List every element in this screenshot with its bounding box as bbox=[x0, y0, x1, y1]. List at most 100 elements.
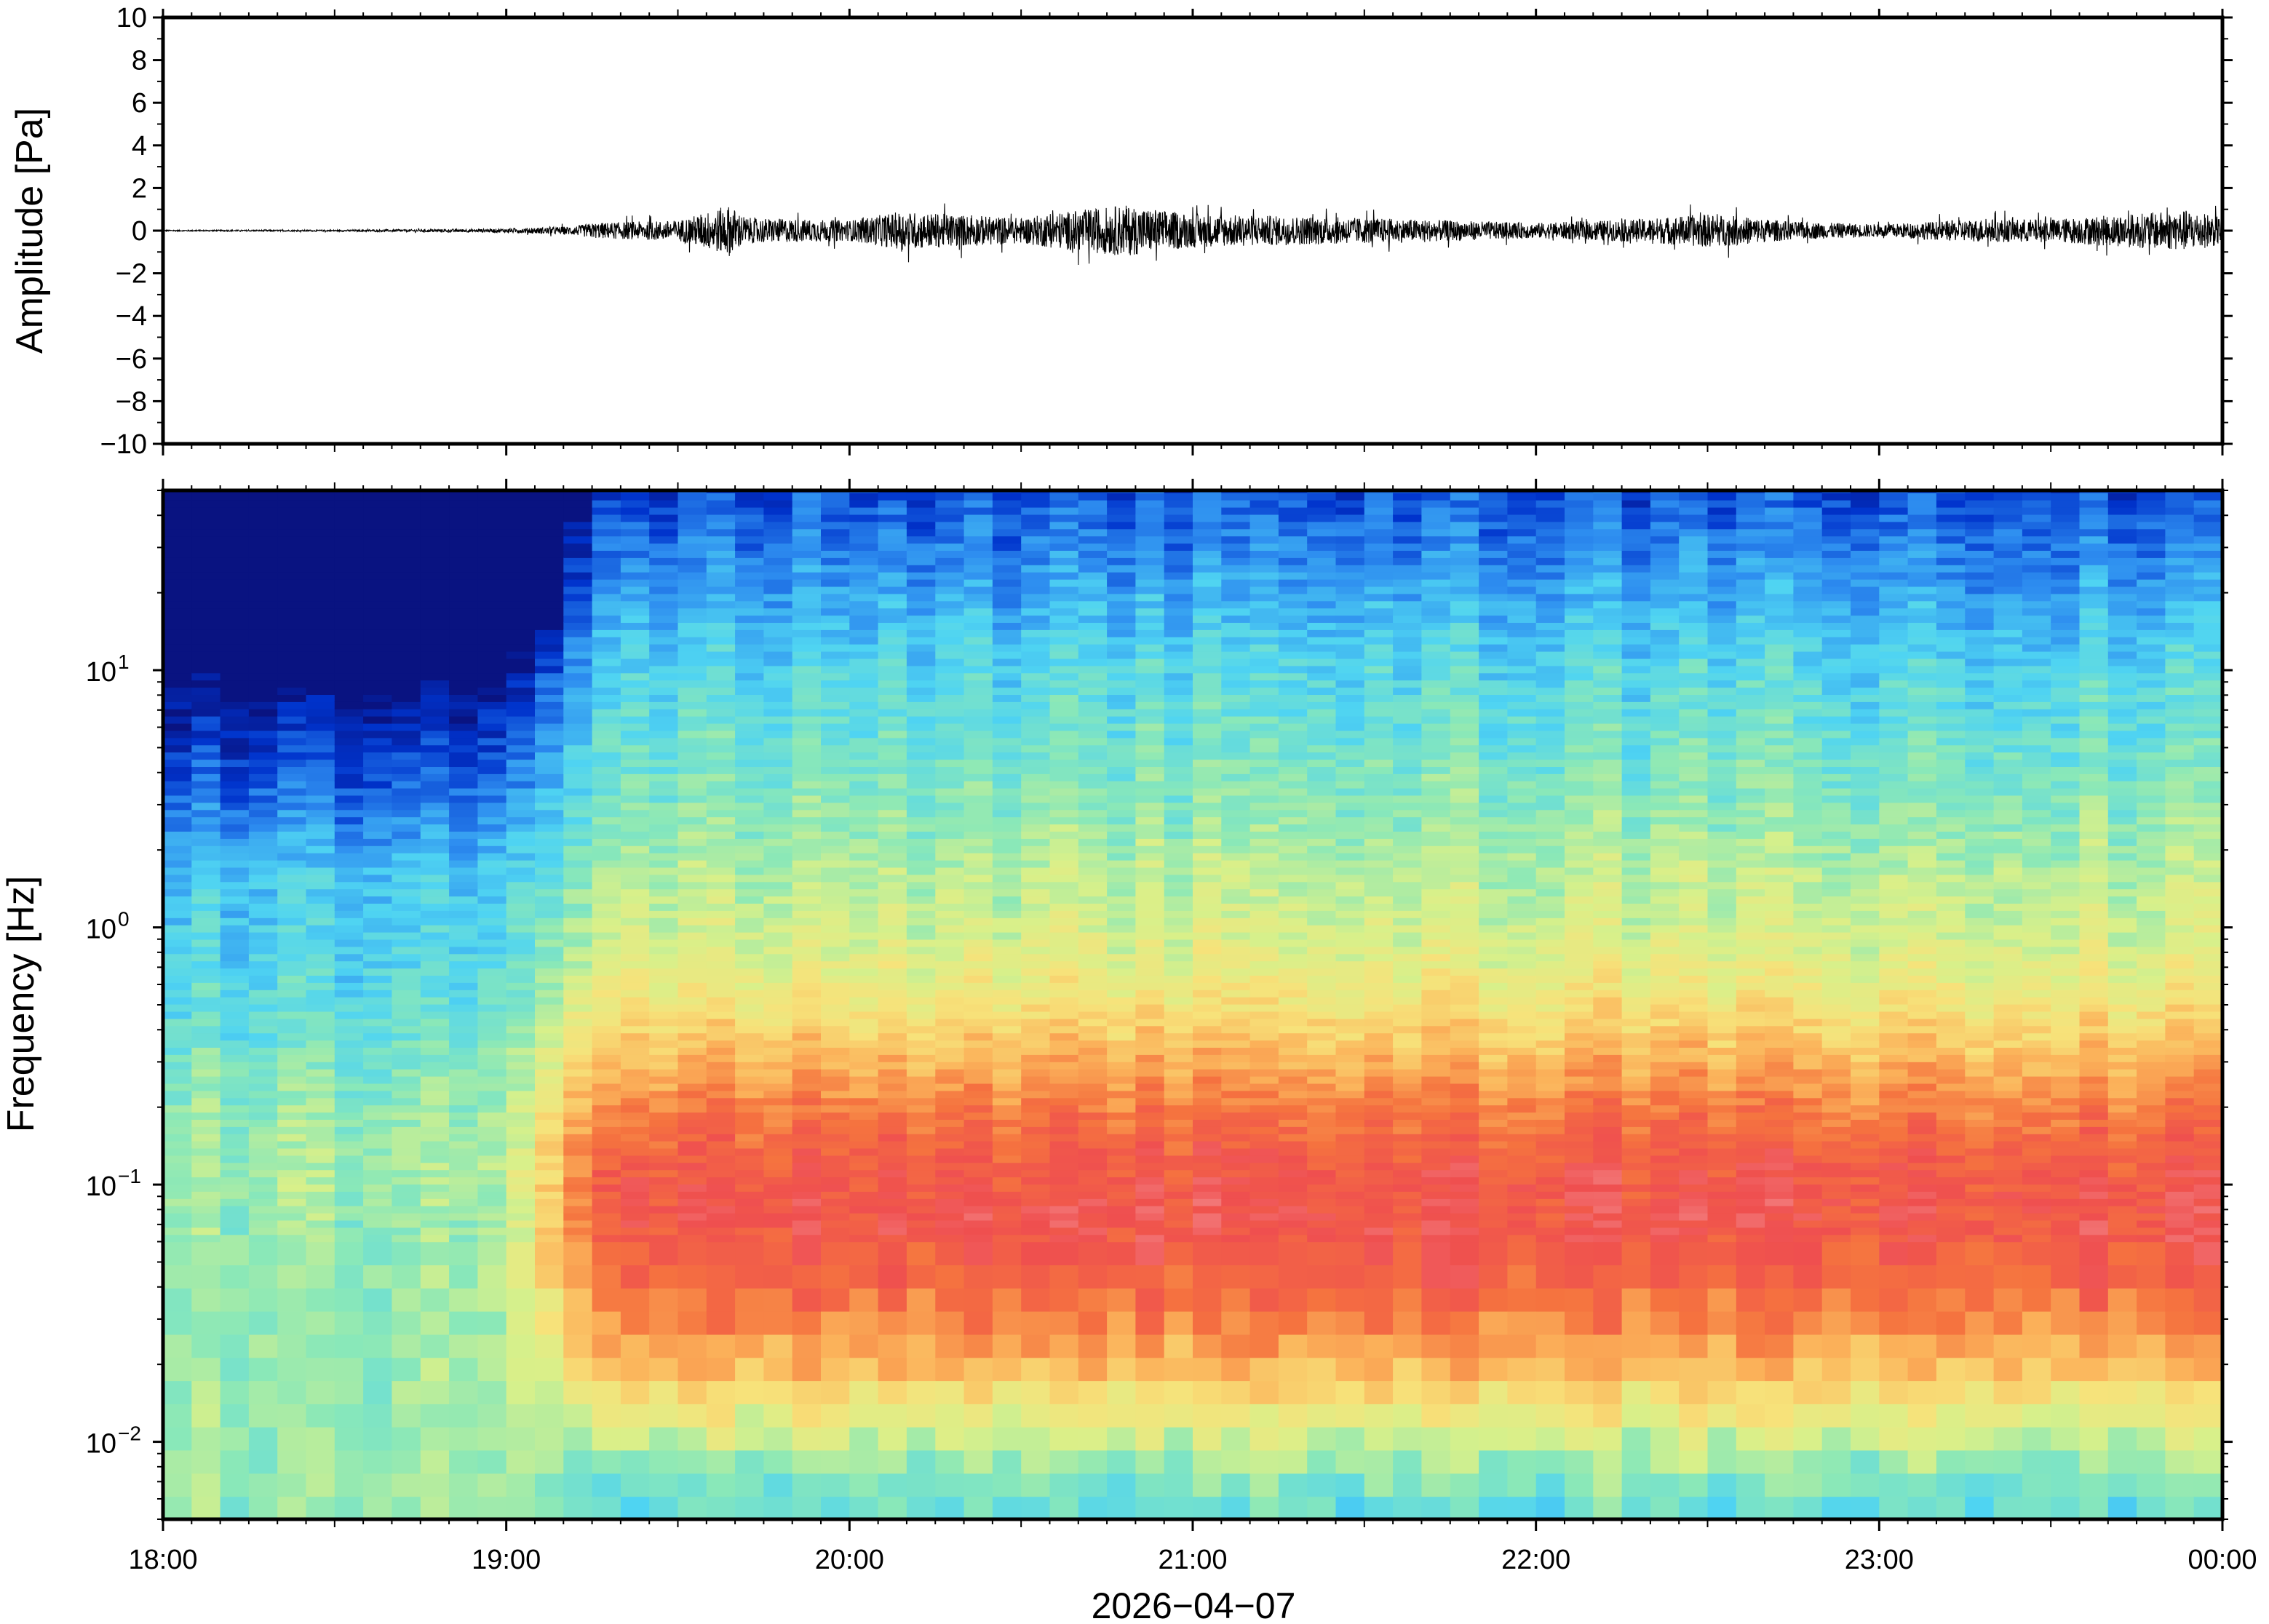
spectrogram-cell bbox=[763, 888, 793, 897]
spectrogram-cell bbox=[1193, 1496, 1223, 1519]
spectrogram-cell bbox=[363, 1061, 393, 1070]
spectrogram-cell bbox=[735, 1075, 765, 1084]
spectrogram-cell bbox=[906, 1169, 937, 1178]
spectrogram-cell bbox=[1135, 1212, 1165, 1221]
spectrogram-cell bbox=[563, 521, 593, 530]
spectrogram-cell bbox=[334, 752, 365, 760]
spectrogram-cell bbox=[1278, 1334, 1308, 1358]
waveform-y-tick-label: −10 bbox=[100, 429, 147, 460]
spectrogram-cell bbox=[306, 1047, 335, 1055]
spectrogram-cell bbox=[248, 1140, 279, 1149]
spectrogram-cell bbox=[620, 650, 651, 659]
spectrogram-cell bbox=[592, 1112, 621, 1120]
spectrogram-cell bbox=[191, 1011, 221, 1019]
spectrogram-cell bbox=[163, 492, 193, 501]
spectrogram-cell bbox=[363, 982, 393, 990]
spectrogram-cell bbox=[649, 1227, 679, 1235]
spectrogram-cell bbox=[392, 543, 421, 551]
spectrogram-cell bbox=[248, 881, 279, 890]
spectrogram-cell bbox=[849, 1068, 879, 1077]
spectrogram-cell bbox=[163, 708, 193, 717]
spectrogram-cell bbox=[1221, 909, 1251, 918]
spectrogram-cell bbox=[1135, 687, 1165, 695]
spectrogram-cell bbox=[248, 1083, 279, 1091]
spectrogram-cell bbox=[735, 622, 765, 630]
spectrogram-cell bbox=[1278, 1083, 1308, 1091]
spectrogram-cell bbox=[306, 571, 335, 580]
spectrogram-cell bbox=[763, 1169, 793, 1178]
spectrogram-cell bbox=[1049, 680, 1079, 688]
spectrogram-cell bbox=[620, 1119, 651, 1127]
spectrogram-cell bbox=[220, 968, 250, 976]
spectrogram-cell bbox=[1049, 1205, 1079, 1214]
spectrogram-cell bbox=[1078, 1147, 1108, 1156]
spectrogram-cell bbox=[477, 946, 507, 955]
spectrogram-cell bbox=[1078, 557, 1108, 565]
spectrogram-cell bbox=[620, 1104, 651, 1113]
spectrogram-cell bbox=[849, 1126, 879, 1134]
spectrogram-cell bbox=[821, 1496, 851, 1519]
spectrogram-cell bbox=[1335, 571, 1365, 580]
spectrogram-cell bbox=[878, 1162, 907, 1171]
spectrogram-cell bbox=[392, 665, 421, 674]
spectrogram-cell bbox=[1193, 629, 1223, 637]
spectrogram-cell bbox=[1364, 1190, 1394, 1199]
spectrogram-cell bbox=[1078, 521, 1108, 530]
spectrogram-cell bbox=[706, 766, 736, 774]
spectrogram-cell bbox=[992, 564, 1022, 573]
spectrogram-cell bbox=[1221, 658, 1251, 666]
spectrogram-cell bbox=[1249, 896, 1279, 904]
spectrogram-cell bbox=[963, 903, 993, 911]
spectrogram-cell bbox=[849, 1265, 879, 1289]
spectrogram-cell bbox=[392, 492, 421, 501]
spectrogram-cell bbox=[1278, 975, 1308, 983]
spectrogram-cell bbox=[1193, 506, 1223, 515]
spectrogram-cell bbox=[1021, 506, 1051, 515]
spectrogram-cell bbox=[1278, 571, 1308, 580]
spectrogram-cell bbox=[163, 615, 193, 623]
spectrogram-cell bbox=[620, 1011, 651, 1019]
spectrogram-cell bbox=[1278, 773, 1308, 781]
spectrogram-cell bbox=[563, 1054, 593, 1062]
spectrogram-cell bbox=[1135, 1047, 1165, 1055]
spectrogram-cell bbox=[963, 680, 993, 688]
spectrogram-cell bbox=[1278, 506, 1308, 515]
spectrogram-cell bbox=[878, 1011, 907, 1019]
spectrogram-cell bbox=[449, 1357, 479, 1382]
spectrogram-cell bbox=[1049, 1496, 1079, 1519]
spectrogram-cell bbox=[1164, 1380, 1193, 1404]
spectrogram-cell bbox=[449, 708, 479, 717]
spectrogram-cell bbox=[163, 867, 193, 875]
spectrogram-cell bbox=[1221, 578, 1251, 587]
spectrogram-cell bbox=[306, 888, 335, 897]
spectrogram-cell bbox=[449, 1040, 479, 1048]
spectrogram-cell bbox=[1193, 658, 1223, 666]
spectrogram-cell bbox=[1049, 708, 1079, 717]
spectrogram-cell bbox=[992, 636, 1022, 645]
spectrogram-cell bbox=[620, 1227, 651, 1235]
spectrogram-cell bbox=[163, 1147, 193, 1156]
spectrogram-cell bbox=[477, 1104, 507, 1113]
spectrogram-cell bbox=[649, 694, 679, 702]
spectrogram-cell bbox=[277, 975, 307, 983]
spectrogram-cell bbox=[506, 859, 536, 868]
spectrogram-cell bbox=[706, 975, 736, 983]
spectrogram-cell bbox=[821, 837, 851, 846]
spectrogram-cell bbox=[1307, 824, 1337, 832]
spectrogram-cell bbox=[1078, 701, 1108, 709]
spectrogram-cell bbox=[506, 924, 536, 933]
spectrogram-cell bbox=[935, 643, 965, 652]
spectrogram-cell bbox=[849, 715, 879, 724]
spectrogram-cell bbox=[420, 608, 450, 616]
spectrogram-cell bbox=[935, 730, 965, 739]
spectrogram-cell bbox=[992, 903, 1022, 911]
spectrogram-cell bbox=[306, 759, 335, 767]
spectrogram-cell bbox=[1135, 1075, 1165, 1084]
spectrogram-cell bbox=[878, 1227, 907, 1235]
spectrogram-cell bbox=[735, 824, 765, 832]
spectrogram-cell bbox=[1193, 888, 1223, 897]
spectrogram-cell bbox=[1193, 909, 1223, 918]
spectrogram-cell bbox=[1307, 852, 1337, 861]
spectrogram-cell bbox=[1335, 593, 1365, 602]
spectrogram-cell bbox=[1107, 888, 1137, 897]
